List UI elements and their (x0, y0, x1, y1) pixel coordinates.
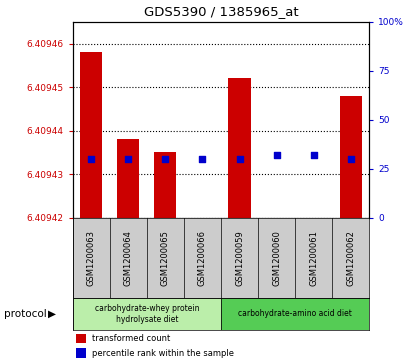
Point (162, 156, 168, 162)
Text: ▶: ▶ (48, 309, 56, 319)
Text: GSM1200060: GSM1200060 (272, 230, 281, 286)
Text: GSM1200062: GSM1200062 (346, 230, 355, 286)
Text: protocol: protocol (4, 309, 47, 319)
Bar (339, 96, 362, 218)
Bar (73, 298, 221, 330)
Point (199, 156, 206, 162)
Bar (76, 348, 86, 358)
Point (88, 156, 95, 162)
Point (347, 156, 354, 162)
Bar (228, 78, 251, 218)
Point (310, 152, 317, 158)
Bar (76, 334, 86, 343)
Bar (266, 218, 288, 363)
Bar (117, 139, 139, 218)
Bar (191, 218, 214, 363)
Point (236, 156, 243, 162)
Text: percentile rank within the sample: percentile rank within the sample (92, 349, 234, 358)
Text: carbohydrate-whey protein
hydrolysate diet: carbohydrate-whey protein hydrolysate di… (95, 304, 199, 324)
Point (273, 152, 280, 158)
Text: GSM1200059: GSM1200059 (235, 230, 244, 286)
Text: GSM1200061: GSM1200061 (309, 230, 318, 286)
Bar (303, 218, 325, 363)
Text: GSM1200066: GSM1200066 (198, 230, 207, 286)
Text: carbohydrate-amino acid diet: carbohydrate-amino acid diet (238, 310, 352, 318)
Text: GSM1200063: GSM1200063 (87, 230, 96, 286)
Bar (154, 152, 176, 218)
Bar (80, 52, 102, 218)
Bar (221, 298, 369, 330)
Title: GDS5390 / 1385965_at: GDS5390 / 1385965_at (144, 5, 298, 18)
Text: GSM1200064: GSM1200064 (124, 230, 133, 286)
Text: GSM1200065: GSM1200065 (161, 230, 170, 286)
Text: transformed count: transformed count (92, 334, 170, 343)
Point (125, 156, 132, 162)
